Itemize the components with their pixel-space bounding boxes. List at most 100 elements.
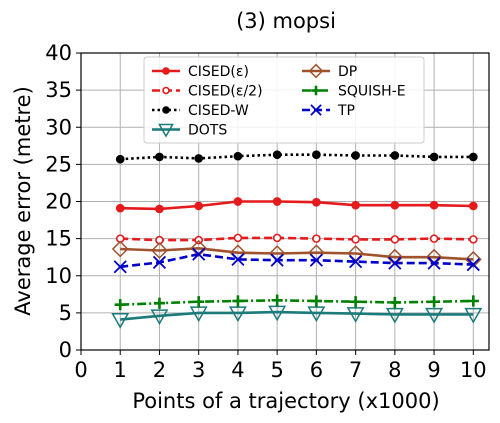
data-point <box>466 258 480 272</box>
data-point <box>469 235 478 244</box>
y-tick-label: 40 <box>45 41 72 65</box>
legend-label: DOTS <box>188 123 227 139</box>
y-tick-label: 15 <box>45 227 72 251</box>
data-point <box>111 313 130 329</box>
data-point <box>349 255 363 269</box>
data-point <box>153 297 166 309</box>
data-point <box>272 150 282 160</box>
x-tick-label: 0 <box>74 358 87 382</box>
data-point <box>351 235 360 244</box>
data-point <box>468 152 478 162</box>
x-tick-labels: 0 1 2 3 4 5 6 7 8 9 10 <box>74 350 487 382</box>
legend-label: SQUISH-E <box>338 84 406 100</box>
y-tick-label: 35 <box>45 78 72 102</box>
data-point <box>271 294 283 306</box>
x-axis-label: Points of a trajectory (x1000) <box>132 389 439 413</box>
data-point <box>312 234 321 243</box>
data-point <box>115 203 125 213</box>
legend-marker <box>162 106 170 114</box>
legend-item-cised-w: CISED-W <box>152 103 249 119</box>
series-line <box>120 246 474 261</box>
series-line <box>120 298 474 306</box>
series-cised-w <box>115 150 478 164</box>
data-point <box>231 252 245 267</box>
legend-item-dots: DOTS <box>152 123 227 139</box>
series-cised-eps <box>115 197 478 214</box>
data-point <box>346 307 365 323</box>
data-point <box>270 253 284 267</box>
x-tick-label: 5 <box>270 358 283 382</box>
x-tick-label: 4 <box>231 358 244 382</box>
data-point <box>386 248 404 266</box>
data-point <box>389 296 401 309</box>
series-line <box>120 252 474 269</box>
y-tick-label: 20 <box>45 190 72 214</box>
data-point <box>228 306 247 323</box>
data-point <box>390 235 400 244</box>
x-tick-label: 9 <box>427 358 440 382</box>
legend-box <box>143 56 425 144</box>
data-point <box>155 204 164 214</box>
data-point <box>309 253 323 267</box>
legend-marker <box>162 86 170 95</box>
x-tick-label: 2 <box>153 358 166 382</box>
chart-title: (3) mopsi <box>236 9 336 33</box>
y-tick-label: 30 <box>45 115 72 139</box>
data-point <box>152 255 167 269</box>
legend-label: DP <box>338 64 357 80</box>
data-point <box>272 197 282 206</box>
data-point <box>429 200 439 210</box>
series-tp <box>113 247 480 274</box>
series-dots <box>111 305 483 329</box>
legend-label: CISED(ε) <box>188 64 249 80</box>
data-point <box>390 151 400 160</box>
data-point <box>312 150 321 160</box>
y-axis-label: Average error (metre) <box>11 86 35 316</box>
x-tick-label: 10 <box>460 358 487 382</box>
series-line <box>120 310 474 321</box>
legend-marker <box>308 63 324 79</box>
data-point <box>429 152 439 162</box>
data-point <box>194 201 204 211</box>
data-point <box>351 151 360 160</box>
data-point <box>232 295 244 307</box>
data-point <box>312 197 321 207</box>
legend-item-cised-eps-half: CISED(ε/2) <box>152 84 263 100</box>
legend-item-squish-e: SQUISH-E <box>302 84 406 100</box>
y-tick-label: 5 <box>59 301 72 325</box>
x-tick-label: 7 <box>349 358 362 382</box>
data-point <box>233 151 243 161</box>
x-tick-label: 6 <box>310 358 323 382</box>
data-point <box>194 154 204 163</box>
data-point <box>307 306 326 323</box>
data-point <box>350 296 362 308</box>
data-point <box>388 256 402 270</box>
data-point <box>351 200 360 210</box>
data-point <box>464 307 483 324</box>
data-point <box>233 197 243 206</box>
data-point <box>468 201 478 211</box>
data-point <box>385 307 404 324</box>
data-point <box>310 295 322 307</box>
legend-marker <box>158 123 174 138</box>
legend-marker <box>162 67 170 75</box>
x-tick-label: 8 <box>388 358 401 382</box>
data-point <box>115 154 125 164</box>
data-point <box>425 248 443 266</box>
data-point <box>114 299 126 311</box>
series-layer <box>111 150 483 329</box>
legend-item-dp: DP <box>302 63 357 80</box>
data-point <box>428 296 440 308</box>
data-point <box>268 305 287 322</box>
y-tick-label: 10 <box>45 264 72 288</box>
data-point <box>467 295 479 307</box>
data-point <box>193 296 205 308</box>
data-point <box>425 307 444 324</box>
data-point <box>151 242 168 259</box>
data-point <box>390 200 400 210</box>
series-line <box>120 153 474 161</box>
series-squish-e <box>114 294 479 311</box>
series-line <box>120 200 474 211</box>
legend-label: CISED-W <box>188 103 249 119</box>
